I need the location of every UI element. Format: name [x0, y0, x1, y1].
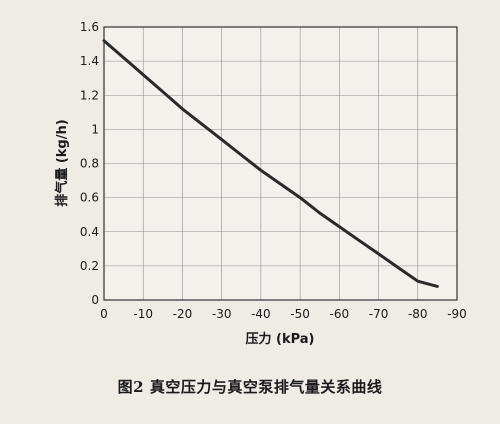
- x-tick-label: -30: [212, 307, 232, 321]
- x-tick-label: -80: [408, 307, 428, 321]
- y-tick-label: 0.2: [80, 259, 99, 273]
- x-tick-label: -70: [369, 307, 389, 321]
- series-line: [102, 39, 439, 288]
- x-tick-label: -40: [251, 307, 271, 321]
- y-tick-label: 0.4: [80, 225, 99, 239]
- x-axis-label: 压力 (kPa): [245, 331, 314, 347]
- y-tick-labels: 0 0.2 0.4 0.6 0.8 1 1.2 1.4 1.6: [80, 20, 99, 307]
- x-tick-label: -50: [290, 307, 310, 321]
- x-tick-label: -10: [133, 307, 153, 321]
- y-tick-label: 0.8: [80, 157, 99, 171]
- y-tick-label: 1.2: [80, 88, 99, 102]
- series-group: [102, 39, 439, 288]
- x-tick-label: -60: [330, 307, 350, 321]
- line-chart: 0 -10 -20 -30 -40 -50 -60 -70 -80 -90 00.20.40.60…: [54, 20, 467, 347]
- plot-frame: [103, 26, 458, 301]
- x-tick-label: -90: [447, 307, 467, 321]
- x-tick-label: -20: [173, 307, 193, 321]
- y-tick-label: 1: [91, 122, 99, 136]
- y-tick-label: 1.4: [80, 54, 99, 68]
- x-tick-labels: 0 -10 -20 -30 -40 -50 -60 -70 -80 -90: [100, 307, 467, 321]
- figure-caption: 图2 真空压力与真空泵排气量关系曲线: [117, 378, 383, 396]
- y-tick-label: 0: [91, 293, 99, 307]
- y-axis-label: 排气量 (kg/h): [54, 119, 70, 206]
- grid: [104, 27, 457, 300]
- y-tick-label: 1.6: [80, 20, 99, 34]
- y-tick-label: 0.6: [80, 191, 99, 205]
- x-tick-label: 0: [100, 307, 108, 321]
